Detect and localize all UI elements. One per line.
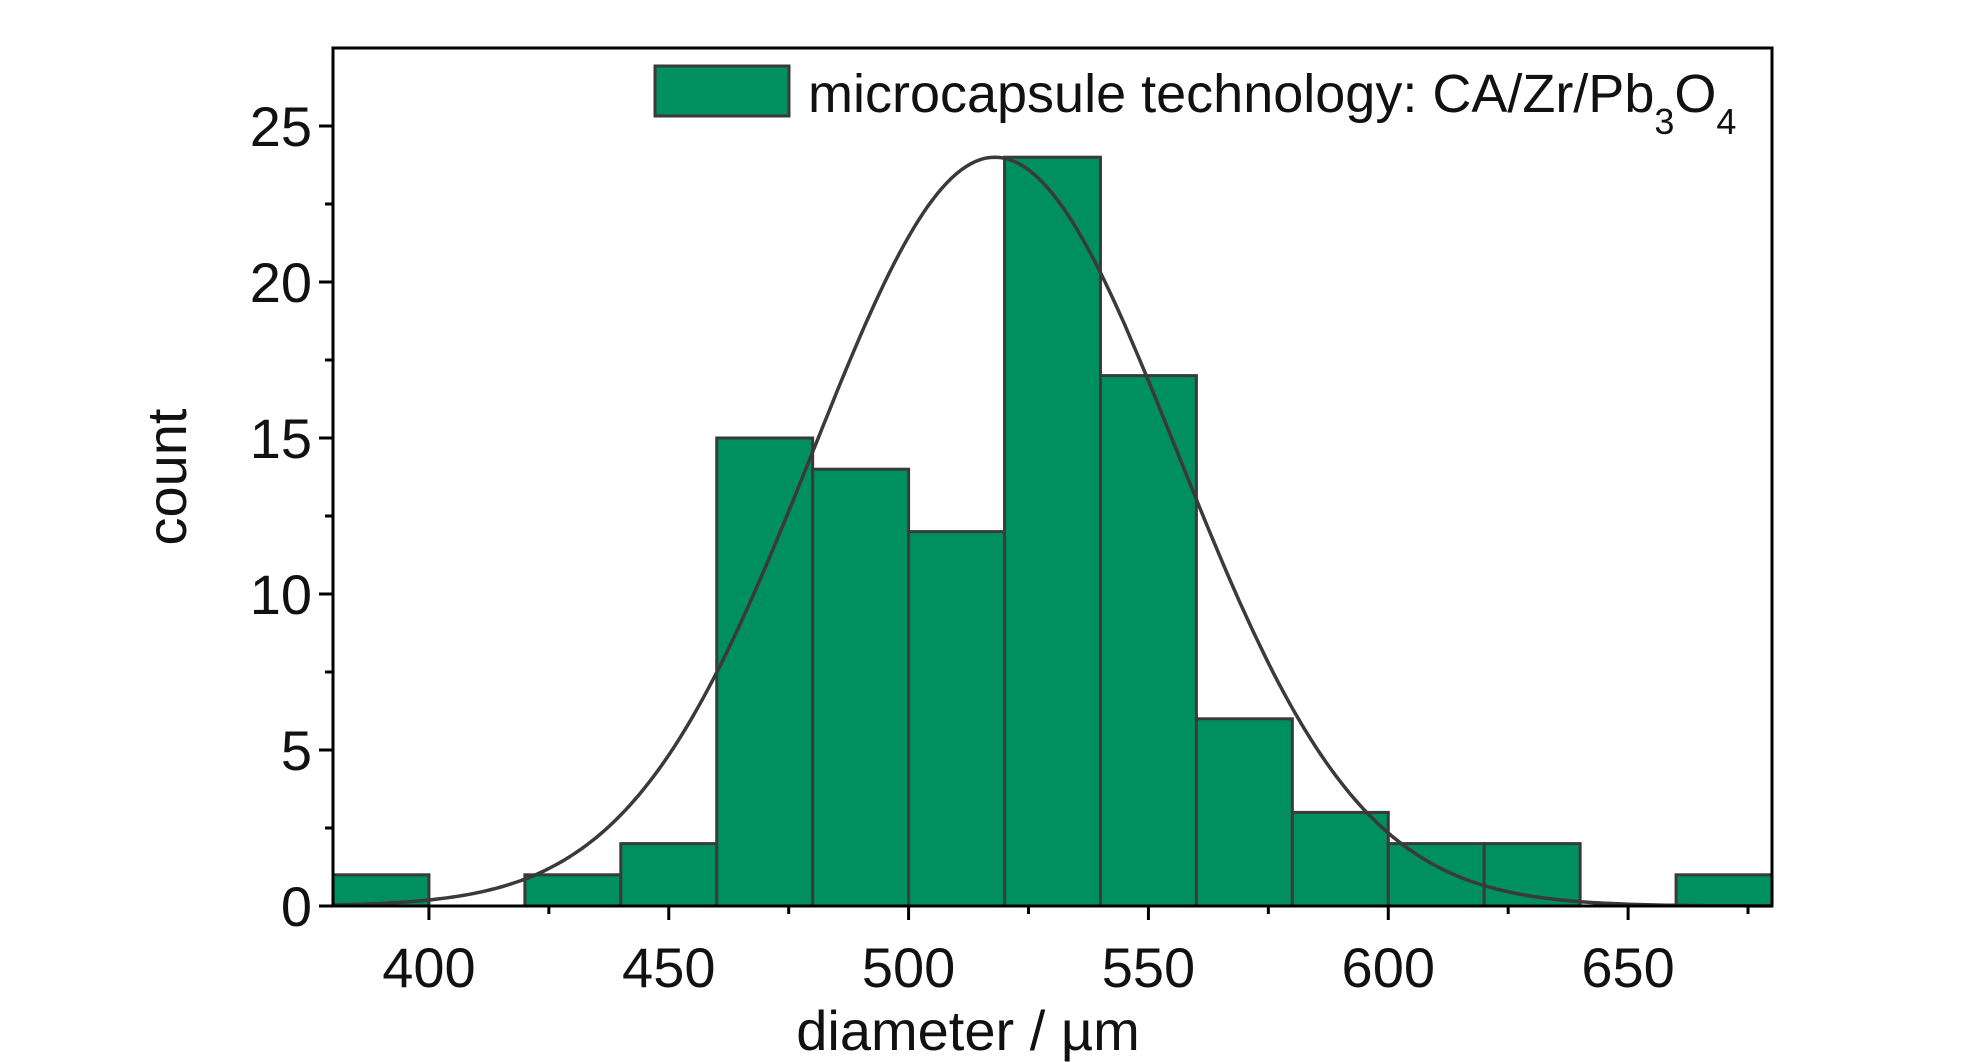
legend-label: microcapsule technology: CA/Zr/Pb3O4 [808,64,1736,142]
y-tick-label: 15 [250,407,312,470]
legend-label-mid: O [1674,64,1716,124]
plot-frame [331,46,1774,908]
histogram-bar [1003,155,1102,908]
x-tick-label: 600 [1342,936,1435,999]
histogram-bar [1290,810,1390,908]
histogram-bar [1386,842,1486,908]
x-tick-label: 550 [1102,936,1195,999]
histogram-bar [1194,717,1294,908]
legend-swatch [653,64,791,118]
normal-fit-curve [332,155,1772,908]
bars-group [331,155,1774,908]
x-tick-label: 400 [382,936,475,999]
y-tick-label: 20 [250,251,312,314]
histogram-bar [715,436,815,908]
y-axis-title: count [135,408,198,545]
x-axis-ticks: 400 450 500 550 600 650 [382,906,1750,999]
legend-label-subscript-2: 4 [1716,101,1736,142]
legend-label-main: microcapsule technology: CA/Zr/Pb [808,64,1654,124]
legend-label-subscript-1: 3 [1654,101,1674,142]
x-tick-label: 500 [862,936,955,999]
y-tick-label: 10 [250,563,312,626]
histogram-bar [1098,374,1198,908]
histogram-bar [1674,873,1774,908]
histogram-bar [523,873,623,908]
y-tick-label: 25 [250,95,312,158]
x-tick-label: 650 [1581,936,1674,999]
y-axis-ticks: 0 5 10 15 20 25 [250,95,333,938]
x-axis-title: diameter / µm [796,999,1139,1062]
y-tick-label: 0 [281,875,312,938]
x-tick-label: 450 [622,936,715,999]
histogram-bar [811,467,911,908]
legend: microcapsule technology: CA/Zr/Pb3O4 [653,64,1736,142]
histogram-bar [619,842,719,908]
histogram-bar [907,530,1007,908]
y-tick-label: 5 [281,719,312,782]
